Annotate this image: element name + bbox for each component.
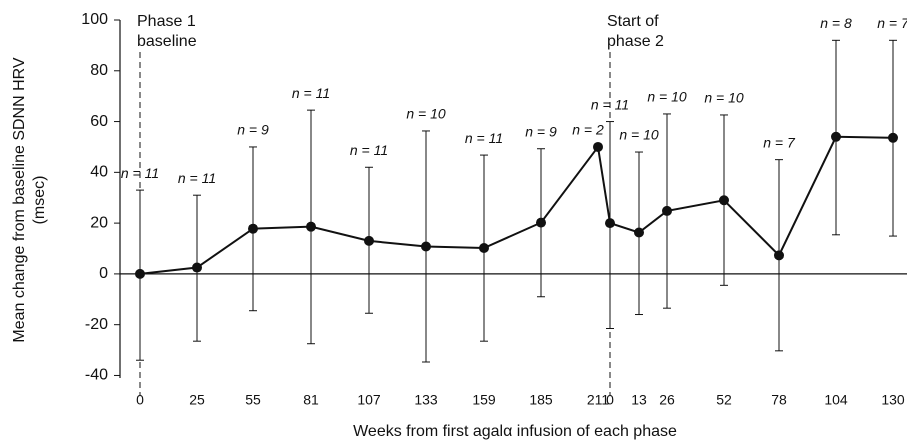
x-tick-label: 78 — [771, 392, 787, 408]
data-point — [479, 243, 489, 254]
data-point — [306, 221, 316, 232]
y-axis-label: Mean change from baseline SDNN HRV — [11, 57, 28, 343]
x-tick-label: 107 — [357, 392, 381, 408]
value-label: n = 8 — [820, 15, 852, 31]
x-tick-label: 133 — [414, 392, 438, 408]
value-label: n = 7 — [763, 134, 796, 150]
value-label: n = 10 — [406, 106, 446, 122]
x-tick-label: 211 — [587, 392, 610, 408]
value-label: n = 11 — [591, 96, 629, 112]
value-label: n = 10 — [619, 127, 659, 143]
value-label: n = 2 — [572, 122, 604, 138]
y-tick-label: 80 — [90, 62, 108, 79]
data-point — [662, 205, 672, 216]
y-tick-label: -20 — [85, 316, 108, 333]
x-tick-label: 25 — [189, 392, 205, 408]
x-tick-label: 185 — [529, 392, 553, 408]
data-line — [139, 135, 894, 275]
y-tick-label: 60 — [90, 113, 108, 130]
annotation: baseline — [137, 33, 197, 50]
data-point — [135, 268, 145, 279]
data-point — [593, 141, 603, 152]
x-tick-label: 130 — [881, 392, 905, 408]
data-point — [536, 217, 546, 228]
x-tick-label: 0 — [606, 392, 614, 408]
x-tick-label: 13 — [631, 392, 647, 408]
x-tick-label: 26 — [659, 392, 675, 408]
x-axis-label: Weeks from first agalα infusion of each … — [353, 423, 677, 440]
data-point — [421, 241, 431, 252]
annotation: Start of — [607, 13, 659, 30]
data-point — [888, 132, 898, 143]
data-point — [605, 218, 615, 229]
x-tick-label: 55 — [245, 392, 261, 408]
x-tick-label: 0 — [136, 392, 144, 408]
x-tick-label: 81 — [303, 392, 319, 408]
x-tick-label: 104 — [824, 392, 848, 408]
y-tick-label: 0 — [99, 265, 108, 282]
value-label: n = 11 — [178, 170, 216, 186]
y-axis-label: (msec) — [31, 176, 48, 225]
y-tick-label: 100 — [81, 11, 108, 28]
y-tick-label: -40 — [85, 367, 108, 384]
value-label: n = 7 — [877, 15, 907, 31]
x-tick-label: 159 — [472, 392, 496, 408]
data-point — [774, 250, 784, 261]
data-point — [364, 235, 374, 246]
annotation: phase 2 — [607, 33, 664, 50]
data-point — [634, 227, 644, 238]
y-tick-label: 20 — [90, 214, 108, 231]
data-point — [248, 223, 258, 234]
value-label: n = 11 — [350, 142, 388, 158]
annotation: Phase 1 — [137, 13, 196, 30]
value-label: n = 11 — [292, 85, 330, 101]
y-tick-label: 40 — [90, 164, 108, 181]
value-label: n = 11 — [465, 130, 503, 146]
value-label: n = 10 — [704, 90, 744, 106]
data-point — [719, 195, 729, 206]
x-tick-label: 52 — [716, 392, 732, 408]
value-label: n = 9 — [237, 122, 269, 138]
data-point — [831, 131, 841, 142]
data-point — [192, 262, 202, 273]
value-label: n = 10 — [647, 89, 687, 105]
value-label: n = 9 — [525, 123, 557, 139]
value-label: n = 11 — [121, 165, 159, 181]
